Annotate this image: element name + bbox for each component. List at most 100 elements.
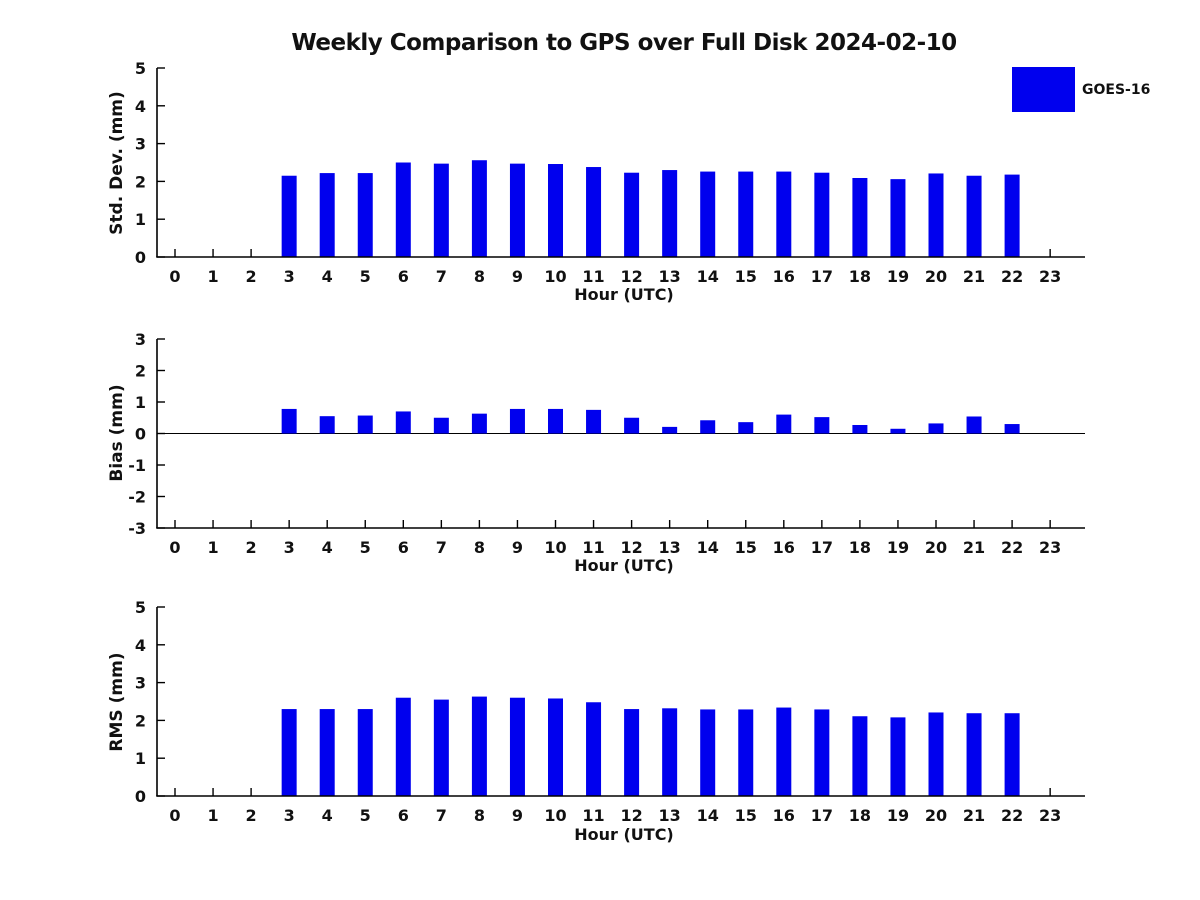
- bar-std-dev-h4: [319, 173, 335, 257]
- x-tick-label-rms-11: 11: [582, 806, 604, 825]
- x-tick-label-rms-2: 2: [246, 806, 257, 825]
- x-tick-label-std-dev-10: 10: [544, 267, 566, 286]
- bar-bias-h9: [509, 408, 525, 434]
- x-tick-label-bias-14: 14: [697, 538, 719, 557]
- x-tick-label-rms-10: 10: [544, 806, 566, 825]
- y-tick-label-bias--2: -2: [128, 488, 146, 507]
- bar-std-dev-h3: [281, 175, 297, 257]
- y-tick-label-rms-5: 5: [135, 598, 146, 617]
- x-tick-label-rms-21: 21: [963, 806, 985, 825]
- ylabel-rms: RMS (mm): [107, 652, 127, 752]
- x-tick-label-std-dev-8: 8: [474, 267, 485, 286]
- x-tick-label-std-dev-19: 19: [887, 267, 909, 286]
- y-tick-label-rms-1: 1: [135, 749, 146, 768]
- bar-rms-h5: [357, 709, 373, 796]
- bar-std-dev-h12: [624, 172, 640, 257]
- bar-rms-h14: [700, 709, 716, 796]
- x-tick-label-bias-15: 15: [735, 538, 757, 557]
- x-tick-label-std-dev-7: 7: [436, 267, 447, 286]
- x-tick-label-std-dev-22: 22: [1001, 267, 1023, 286]
- bar-bias-h12: [624, 417, 640, 434]
- bar-bias-h21: [966, 416, 982, 434]
- xlabel-bias: Hour (UTC): [574, 556, 674, 575]
- bar-bias-h3: [281, 408, 297, 434]
- x-tick-label-std-dev-5: 5: [360, 267, 371, 286]
- xlabel-std-dev: Hour (UTC): [574, 285, 674, 304]
- bar-std-dev-h5: [357, 173, 373, 257]
- x-tick-label-std-dev-21: 21: [963, 267, 985, 286]
- x-tick-label-std-dev-17: 17: [811, 267, 833, 286]
- bar-rms-h11: [586, 702, 602, 796]
- x-tick-label-bias-10: 10: [544, 538, 566, 557]
- x-tick-label-bias-5: 5: [360, 538, 371, 557]
- y-tick-label-std-dev-4: 4: [135, 97, 146, 116]
- x-tick-label-bias-9: 9: [512, 538, 523, 557]
- bar-std-dev-h20: [928, 173, 944, 257]
- bar-std-dev-h11: [586, 167, 602, 257]
- bar-std-dev-h6: [395, 162, 411, 257]
- legend: GOES-16: [1012, 67, 1150, 112]
- bar-rms-h6: [395, 697, 411, 796]
- x-tick-label-bias-7: 7: [436, 538, 447, 557]
- x-tick-label-std-dev-12: 12: [620, 267, 642, 286]
- x-tick-label-rms-0: 0: [169, 806, 180, 825]
- bar-rms-h20: [928, 712, 944, 796]
- x-tick-label-bias-11: 11: [582, 538, 604, 557]
- y-tick-label-bias--1: -1: [128, 456, 146, 475]
- bar-bias-h20: [928, 423, 944, 434]
- x-tick-label-rms-15: 15: [735, 806, 757, 825]
- bar-std-dev-h13: [662, 170, 678, 257]
- y-tick-label-bias-2: 2: [135, 362, 146, 381]
- bar-bias-h15: [738, 422, 754, 434]
- x-tick-label-bias-0: 0: [169, 538, 180, 557]
- x-tick-label-bias-4: 4: [322, 538, 333, 557]
- x-tick-label-bias-19: 19: [887, 538, 909, 557]
- x-tick-label-bias-21: 21: [963, 538, 985, 557]
- bar-bias-h8: [471, 413, 487, 434]
- x-tick-label-bias-8: 8: [474, 538, 485, 557]
- x-tick-label-bias-6: 6: [398, 538, 409, 557]
- y-tick-label-std-dev-3: 3: [135, 135, 146, 154]
- x-tick-label-rms-18: 18: [849, 806, 871, 825]
- bar-std-dev-h8: [471, 160, 487, 257]
- legend-swatch: [1012, 67, 1075, 112]
- bar-bias-h6: [395, 411, 411, 434]
- bar-std-dev-h17: [814, 172, 830, 257]
- x-tick-label-std-dev-6: 6: [398, 267, 409, 286]
- bar-rms-h17: [814, 709, 830, 796]
- x-tick-label-rms-9: 9: [512, 806, 523, 825]
- bar-rms-h21: [966, 713, 982, 796]
- xlabel-rms: Hour (UTC): [574, 825, 674, 844]
- bar-std-dev-h16: [776, 171, 792, 257]
- x-tick-label-bias-1: 1: [207, 538, 218, 557]
- y-tick-label-rms-0: 0: [135, 787, 146, 806]
- bar-rms-h7: [433, 699, 449, 796]
- bar-rms-h16: [776, 707, 792, 796]
- bar-bias-h17: [814, 417, 830, 434]
- bar-rms-h12: [624, 709, 640, 796]
- bar-rms-h10: [548, 698, 563, 796]
- x-tick-label-std-dev-14: 14: [697, 267, 719, 286]
- bar-rms-h19: [890, 717, 906, 796]
- y-tick-label-rms-4: 4: [135, 636, 146, 655]
- y-tick-label-bias--3: -3: [128, 519, 146, 538]
- x-tick-label-rms-1: 1: [207, 806, 218, 825]
- y-tick-label-bias-1: 1: [135, 393, 146, 412]
- bar-rms-h22: [1004, 713, 1020, 796]
- x-tick-label-rms-3: 3: [284, 806, 295, 825]
- bar-std-dev-h21: [966, 175, 982, 257]
- x-tick-label-rms-22: 22: [1001, 806, 1023, 825]
- ylabel-std-dev: Std. Dev. (mm): [107, 91, 127, 235]
- y-tick-label-bias-3: 3: [135, 330, 146, 349]
- bar-rms-h9: [509, 697, 525, 796]
- bar-rms-h15: [738, 709, 754, 796]
- bar-bias-h18: [852, 424, 868, 434]
- bar-rms-h3: [281, 709, 297, 796]
- chart-title: Weekly Comparison to GPS over Full Disk …: [291, 30, 957, 56]
- bar-bias-h11: [586, 409, 602, 434]
- bar-bias-h14: [700, 420, 716, 434]
- x-tick-label-std-dev-23: 23: [1039, 267, 1061, 286]
